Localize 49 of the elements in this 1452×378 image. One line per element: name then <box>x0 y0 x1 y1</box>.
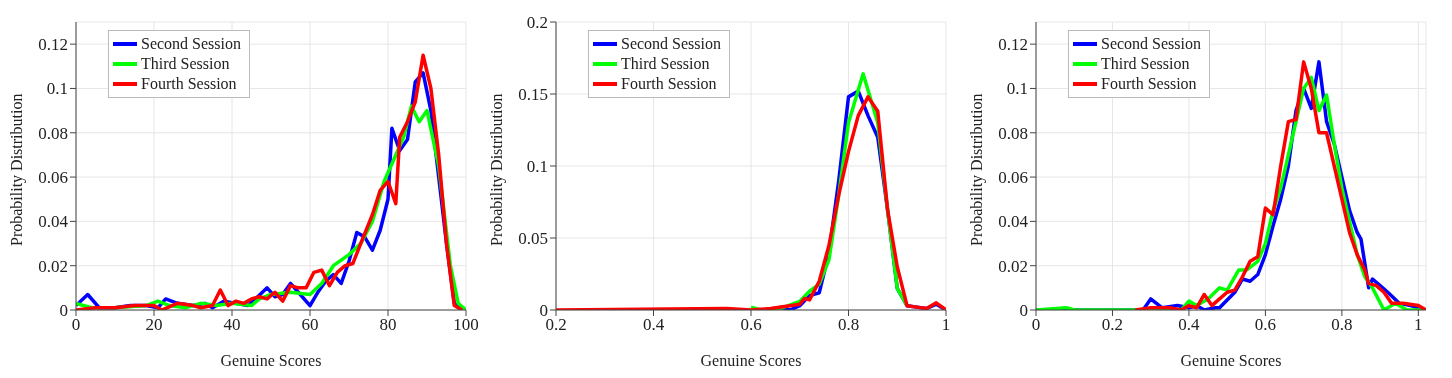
x-tick-label: 100 <box>453 315 479 335</box>
y-tick-label: 0.08 <box>998 123 1028 143</box>
x-tick-label: 0.8 <box>1331 315 1353 335</box>
y-tick-label: 0.15 <box>518 85 548 105</box>
y-tick-label: 0 <box>59 301 68 321</box>
legend-label: Third Session <box>141 54 230 74</box>
y-tick-label: 0.1 <box>46 79 68 99</box>
x-tick-label: 0.4 <box>642 315 665 335</box>
legend-label: Fourth Session <box>1101 74 1197 94</box>
y-tick-label: 0.04 <box>998 212 1029 232</box>
x-axis-title: Genuine Scores <box>220 352 322 369</box>
x-axis-title: Genuine Scores <box>1180 352 1282 369</box>
legend-label: Second Session <box>141 34 241 54</box>
legend-label: Third Session <box>1101 54 1190 74</box>
x-tick-label: 0.2 <box>545 315 567 335</box>
y-tick-label: 0.05 <box>518 229 548 249</box>
y-tick-label: 0.2 <box>526 13 548 33</box>
x-tick-label: 0.6 <box>740 315 762 335</box>
y-tick-label: 0 <box>1019 301 1028 321</box>
y-tick-label: 0.02 <box>38 256 68 276</box>
x-tick-label: 0.4 <box>1178 315 1201 335</box>
x-tick-label: 1 <box>1414 315 1423 335</box>
x-tick-label: 20 <box>145 315 163 335</box>
y-axis-title: Probability Distribution <box>487 93 506 246</box>
y-tick-label: 0.08 <box>38 123 68 143</box>
x-tick-label: 1 <box>941 315 951 335</box>
legend-label: Second Session <box>1101 34 1201 54</box>
legend-label: Fourth Session <box>621 74 717 94</box>
x-tick-label: 0.2 <box>1101 315 1124 335</box>
legend-label: Fourth Session <box>141 74 237 94</box>
y-tick-label: 0.12 <box>38 35 68 55</box>
legend-label: Second Session <box>621 34 721 54</box>
y-tick-label: 0 <box>539 301 548 321</box>
x-tick-label: 60 <box>301 315 319 335</box>
y-tick-label: 0.1 <box>526 157 548 177</box>
y-axis-title: Probability Distribution <box>7 93 26 246</box>
x-tick-label: 80 <box>379 315 397 335</box>
x-tick-label: 0.8 <box>837 315 860 335</box>
x-tick-label: 0.6 <box>1254 315 1277 335</box>
y-axis-title: Probability Distribution <box>967 93 986 246</box>
x-axis-title: Genuine Scores <box>700 352 802 369</box>
x-tick-label: 40 <box>223 315 241 335</box>
y-tick-label: 0.04 <box>38 212 69 232</box>
y-tick-label: 0.06 <box>998 168 1028 188</box>
y-tick-label: 0.12 <box>998 35 1028 55</box>
y-tick-label: 0.06 <box>38 168 68 188</box>
y-tick-label: 0.02 <box>998 256 1028 276</box>
legend-label: Third Session <box>621 54 710 74</box>
y-tick-label: 0.1 <box>1006 79 1028 99</box>
